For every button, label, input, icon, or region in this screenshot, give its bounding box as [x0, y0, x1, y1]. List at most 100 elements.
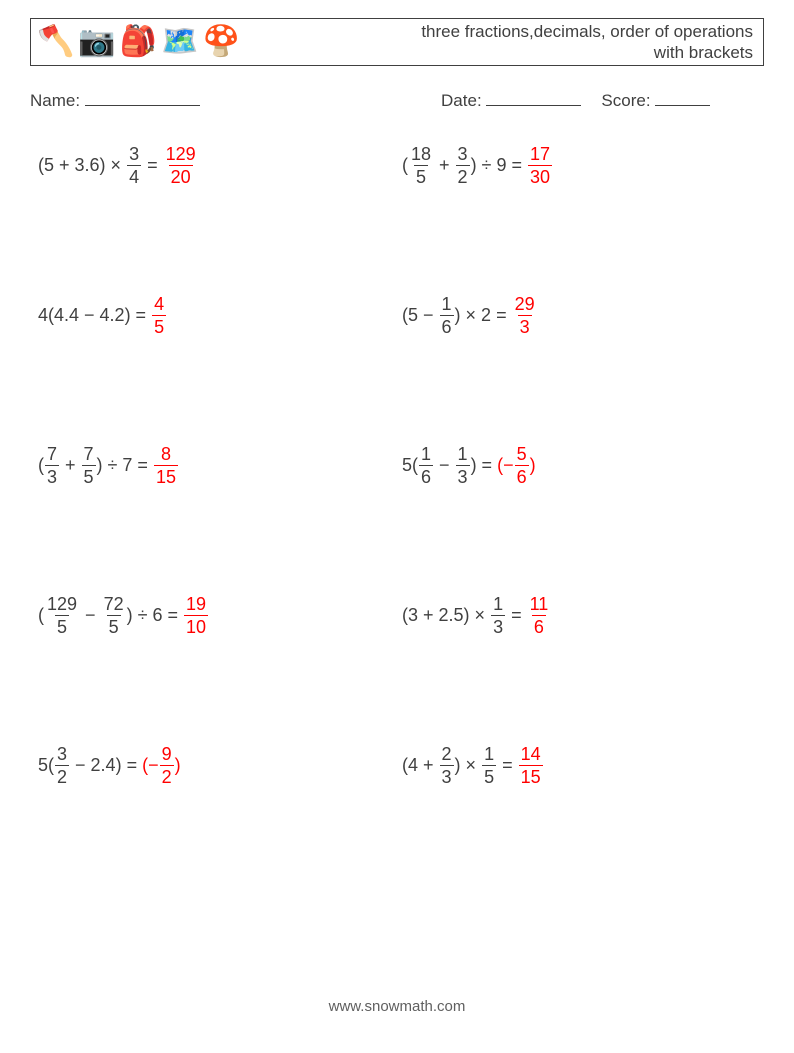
expr-text: (−: [142, 755, 159, 776]
problem-answer: 1730: [527, 145, 553, 186]
fraction-numerator: 3: [55, 745, 69, 765]
score-label: Score:: [601, 91, 650, 110]
fraction-denominator: 10: [184, 615, 208, 636]
problem-answer: 815: [153, 445, 179, 486]
date-label: Date:: [441, 91, 482, 110]
fraction-numerator: 5: [515, 445, 529, 465]
problem-4: (5 − 16) × 2 = 293: [402, 291, 756, 341]
fraction-numerator: 4: [152, 295, 166, 315]
fraction: 1730: [528, 145, 552, 186]
fraction-denominator: 30: [528, 165, 552, 186]
expr-text: 5(: [402, 455, 418, 476]
problem-expression: (1295 − 725) ÷ 6 =: [38, 595, 183, 636]
fraction: 12920: [164, 145, 198, 186]
fraction-denominator: 2: [55, 765, 69, 786]
fraction-numerator: 7: [45, 445, 59, 465]
mushroom-icon: 🍄: [202, 27, 239, 57]
fraction-denominator: 3: [45, 465, 59, 486]
fraction: 13: [491, 595, 505, 636]
fraction: 32: [456, 145, 470, 186]
fraction-numerator: 2: [440, 745, 454, 765]
expr-text: (: [38, 605, 44, 626]
footer-url: www.snowmath.com: [0, 998, 794, 1015]
problem-10: (4 + 23) × 15 = 1415: [402, 741, 756, 791]
expr-text: ) ÷ 9 =: [471, 155, 527, 176]
expr-text: ): [175, 755, 181, 776]
expr-text: 4(4.4 − 4.2) =: [38, 305, 151, 326]
fraction-numerator: 3: [456, 145, 470, 165]
expr-text: =: [497, 755, 518, 776]
problem-answer: 1415: [518, 745, 544, 786]
fraction: 815: [154, 445, 178, 486]
fraction-denominator: 6: [515, 465, 529, 486]
fraction: 725: [102, 595, 126, 636]
expr-text: (: [402, 155, 408, 176]
expr-text: +: [60, 455, 81, 476]
fraction: 1910: [184, 595, 208, 636]
date-field: Date:: [441, 88, 581, 111]
name-blank[interactable]: [85, 88, 200, 106]
worksheet-page: 🪓 📷 🎒 🗺️ 🍄 three fractions,decimals, ord…: [0, 0, 794, 1053]
fraction-numerator: 9: [160, 745, 174, 765]
problem-5: (73 + 75) ÷ 7 = 815: [38, 441, 392, 491]
fraction-denominator: 20: [169, 165, 193, 186]
fraction-denominator: 6: [419, 465, 433, 486]
fraction-denominator: 2: [160, 765, 174, 786]
camera-icon: 📷: [78, 27, 115, 57]
expr-text: ) × 2 =: [455, 305, 512, 326]
fraction: 34: [127, 145, 141, 186]
expr-text: =: [142, 155, 163, 176]
problem-expression: 4(4.4 − 4.2) =: [38, 305, 151, 326]
problem-expression: 5(32 − 2.4) =: [38, 745, 142, 786]
problem-expression: 5(16 − 13) =: [402, 445, 497, 486]
fraction: 75: [82, 445, 96, 486]
fraction-numerator: 129: [164, 145, 198, 165]
fraction-numerator: 7: [82, 445, 96, 465]
problem-expression: (5 − 16) × 2 =: [402, 295, 512, 336]
problem-answer: 45: [151, 295, 167, 336]
problem-answer: 1910: [183, 595, 209, 636]
problem-expression: (3 + 2.5) × 13 =: [402, 595, 527, 636]
expr-text: ) ÷ 6 =: [127, 605, 183, 626]
fraction: 1415: [519, 745, 543, 786]
title-line-2: with brackets: [654, 43, 753, 62]
fraction-denominator: 5: [414, 165, 428, 186]
fraction-numerator: 11: [528, 595, 551, 615]
problem-6: 5(16 − 13) = (−56): [402, 441, 756, 491]
expr-text: +: [434, 155, 455, 176]
fraction-denominator: 5: [107, 615, 121, 636]
fraction: 1295: [45, 595, 79, 636]
expr-text: (: [38, 455, 44, 476]
problem-9: 5(32 − 2.4) = (−92): [38, 741, 392, 791]
fraction-denominator: 5: [152, 315, 166, 336]
expr-text: (3 + 2.5) ×: [402, 605, 490, 626]
fraction: 13: [456, 445, 470, 486]
fraction-denominator: 6: [532, 615, 546, 636]
expr-text: (5 −: [402, 305, 439, 326]
fraction: 56: [515, 445, 529, 486]
problem-8: (3 + 2.5) × 13 = 116: [402, 591, 756, 641]
expr-text: − 2.4) =: [70, 755, 142, 776]
fraction: 16: [419, 445, 433, 486]
fraction-denominator: 15: [154, 465, 178, 486]
expr-text: =: [506, 605, 527, 626]
name-field: Name:: [30, 88, 441, 111]
problem-3: 4(4.4 − 4.2) = 45: [38, 291, 392, 341]
problem-expression: (5 + 3.6) × 34 =: [38, 145, 163, 186]
fraction-numerator: 19: [184, 595, 208, 615]
fraction-numerator: 1: [440, 295, 454, 315]
meta-row: Name: Date: Score:: [30, 88, 764, 111]
name-label: Name:: [30, 91, 80, 110]
problem-answer: 116: [527, 595, 552, 636]
header-box: 🪓 📷 🎒 🗺️ 🍄 three fractions,decimals, ord…: [30, 18, 764, 66]
fraction-numerator: 129: [45, 595, 79, 615]
fraction: 45: [152, 295, 166, 336]
worksheet-title: three fractions,decimals, order of opera…: [240, 21, 757, 64]
expr-text: ) ÷ 7 =: [97, 455, 153, 476]
fraction-denominator: 6: [440, 315, 454, 336]
fraction: 92: [160, 745, 174, 786]
backpack-icon: 🎒: [120, 27, 157, 57]
score-blank[interactable]: [655, 88, 710, 106]
fraction-denominator: 3: [518, 315, 532, 336]
date-blank[interactable]: [486, 88, 581, 106]
